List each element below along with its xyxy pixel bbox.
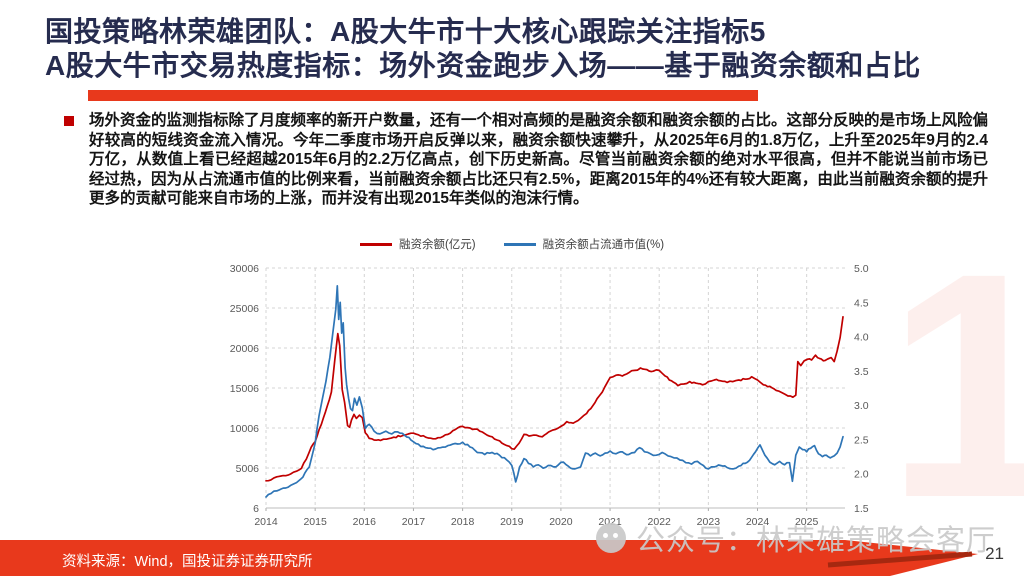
left-axis-tick-label: 10006 (230, 423, 259, 435)
x-axis-tick-label: 2014 (254, 516, 278, 528)
right-axis-tick-label: 2.5 (854, 434, 869, 446)
footer-band-accent-streak (827, 551, 973, 568)
page-title-line1: 国投策略林荣雄团队：A股大牛市十大核心跟踪关注指标5 (45, 16, 766, 47)
x-axis-tick-label: 2020 (549, 516, 573, 528)
title-underline-bar (88, 90, 758, 101)
left-axis-tick-label: 5006 (236, 463, 260, 475)
right-axis-tick-label: 3.5 (854, 366, 869, 378)
x-axis-tick-label: 2015 (303, 516, 327, 528)
wechat-watermark-text: 公众号：林荣雄策略会客厅 (636, 525, 997, 557)
bullet-square-icon (64, 116, 74, 126)
chart-legend: 融资余额(亿元) 融资余额占流通市值(%) (0, 236, 1024, 252)
footer-band-shape (0, 540, 978, 576)
x-axis-tick-label: 2022 (648, 516, 672, 528)
x-axis-tick-label: 2016 (353, 516, 377, 528)
chart-gridlines (265, 267, 845, 508)
right-axis-tick-label: 5.0 (854, 263, 869, 275)
right-axis-tick-label: 4.0 (854, 332, 869, 344)
right-axis-tick-label: 2.0 (854, 469, 869, 481)
right-axis-tick-label: 3.0 (854, 400, 869, 412)
body-block: 场外资金的监测指标除了月度频率的新开户数量，还有一个相对高频的是融资余额和融资余… (64, 111, 988, 209)
source-note: 资料来源：Wind，国投证券证券研究所 (62, 554, 313, 570)
slide-header: 国投策略林荣雄团队：A股大牛市十大核心跟踪关注指标5 A股大牛市交易热度指标：场… (45, 15, 921, 83)
page-number: 21 (985, 544, 1004, 563)
left-axis-tick-label: 6 (253, 503, 259, 515)
x-axis-tick-label: 2019 (500, 516, 524, 528)
right-axis-tick-label: 4.5 (854, 297, 869, 309)
footer-red-band (0, 540, 978, 576)
legend-item-financing-balance: 融资余额(亿元) (359, 236, 476, 252)
legend-item-ratio: 融资余额占流通市值(%) (503, 236, 665, 252)
x-axis-tick-label: 2025 (795, 516, 819, 528)
x-axis-tick-label: 2018 (451, 516, 475, 528)
legend-label-financing-balance: 融资余额(亿元) (398, 239, 476, 251)
left-axis-tick-label: 15006 (230, 383, 259, 395)
series-line-financing-balance (265, 315, 844, 482)
left-axis-tick-label: 25006 (230, 303, 259, 315)
body-paragraph: 场外资金的监测指标除了月度频率的新开户数量，还有一个相对高频的是融资余额和融资余… (89, 112, 989, 208)
legend-line-icon-red (359, 242, 392, 246)
x-axis-tick-label: 2017 (402, 516, 426, 528)
left-axis-tick-label: 30006 (230, 263, 259, 275)
decorative-one-watermark: 1 (886, 206, 1024, 564)
left-axis-tick-label: 20006 (230, 343, 259, 355)
legend-label-ratio: 融资余额占流通市值(%) (542, 239, 665, 251)
x-axis-tick-label: 2023 (697, 516, 721, 528)
wechat-logo-icon (596, 523, 626, 553)
legend-line-icon-blue (503, 242, 536, 246)
series-line-ratio (265, 284, 844, 498)
right-axis-tick-label: 1.5 (854, 503, 869, 515)
wechat-watermark: 公众号：林荣雄策略会客厅 (596, 517, 996, 559)
x-axis-tick-label: 2024 (746, 516, 770, 528)
page-title-line2: A股大牛市交易热度指标：场外资金跑步入场——基于融资余额和占比 (45, 50, 921, 81)
